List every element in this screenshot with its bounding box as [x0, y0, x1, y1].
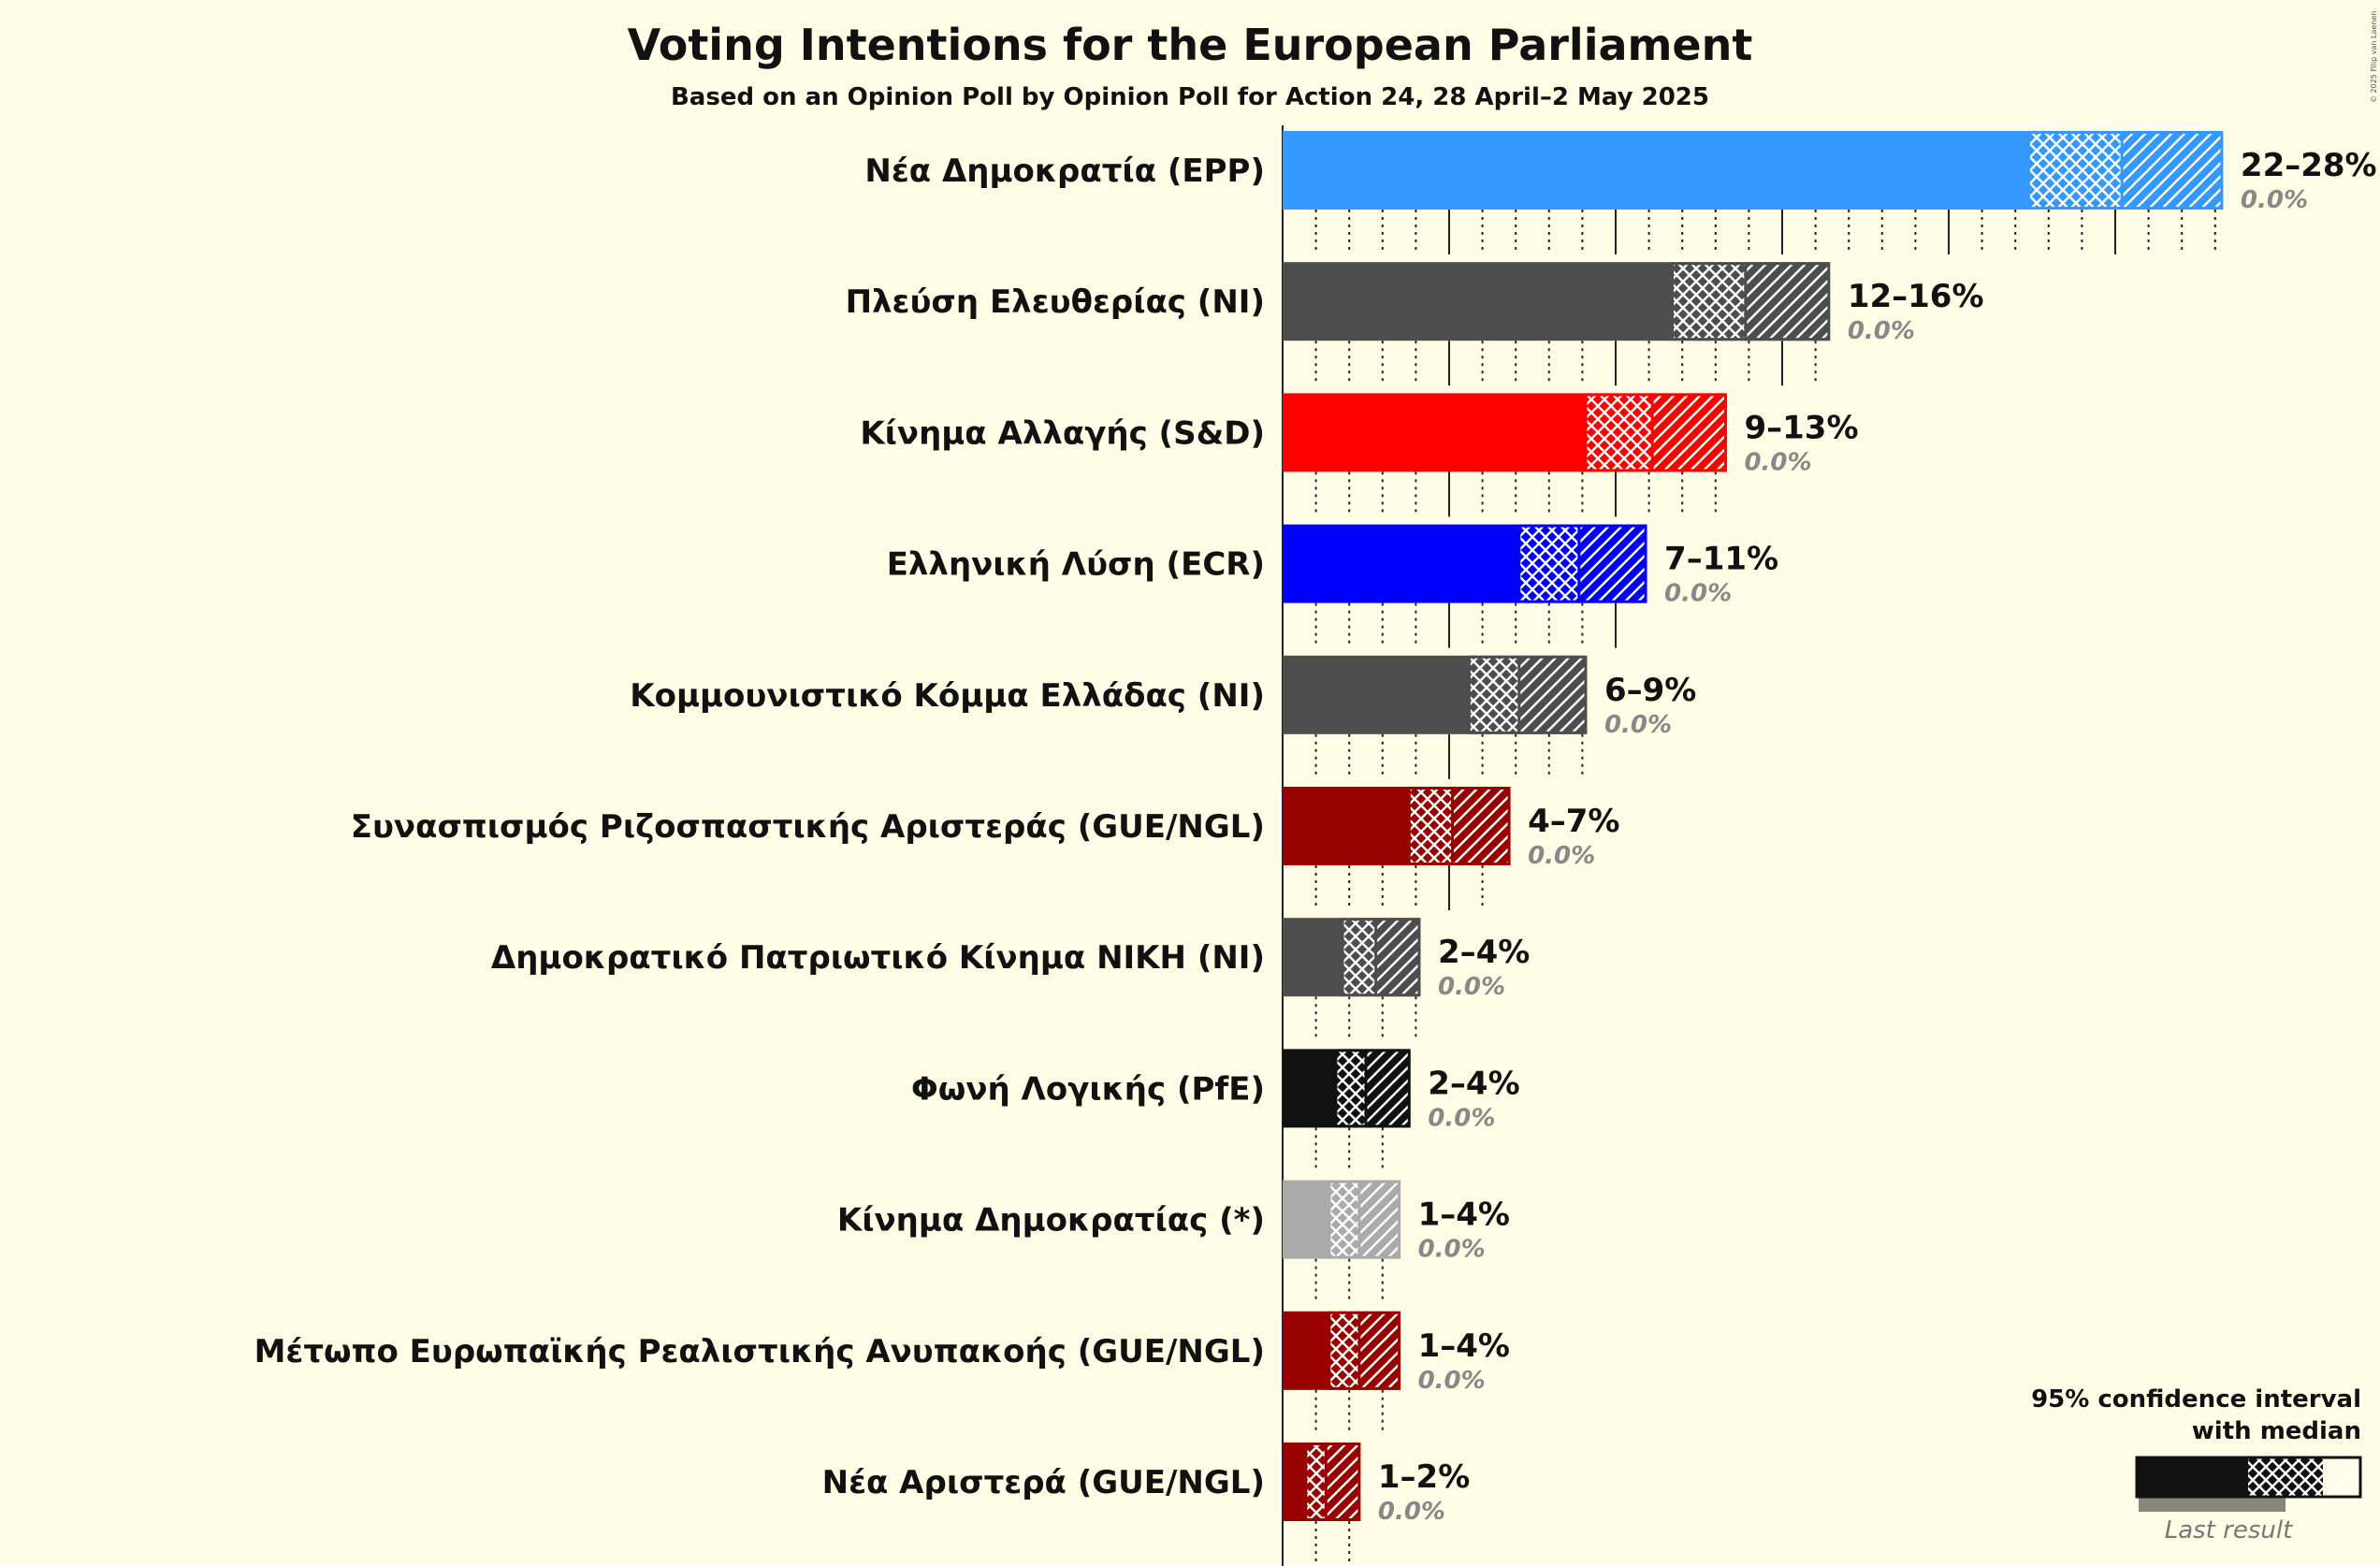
last-result-label: 0.0%: [1418, 1367, 1486, 1395]
bar-median-hatch: [1342, 918, 1376, 997]
bar-upper-hatch: [1358, 1311, 1400, 1390]
bar-median-hatch: [1672, 262, 1746, 341]
bar-upper-hatch: [1452, 787, 1510, 865]
bar-upper-hatch: [1652, 393, 1726, 472]
bars: [1283, 131, 2224, 1521]
ci-outline: [1328, 1311, 1401, 1390]
bar-solid: [1283, 918, 1343, 997]
range-label: 22–28%: [2241, 147, 2377, 184]
ci-outline: [1334, 1049, 1411, 1128]
legend-line1: 95% confidence interval: [2031, 1385, 2361, 1414]
legend-line2: with median: [2192, 1417, 2361, 1445]
ci-outline: [1328, 1180, 1401, 1259]
range-label: 2–4%: [1438, 934, 1530, 971]
bar-upper-hatch: [1375, 918, 1419, 997]
ci-outline: [1467, 655, 1588, 734]
bar-solid: [1283, 524, 1519, 603]
range-label: 4–7%: [1528, 803, 1619, 840]
bar-median-hatch: [2028, 131, 2123, 210]
range-label: 2–4%: [1428, 1065, 1519, 1102]
bar-median-hatch: [1518, 524, 1579, 603]
last-result-label: 0.0%: [1604, 711, 1672, 739]
party-label: Φωνή Λογικής (PfE): [911, 1070, 1265, 1108]
labels: Νέα Δημοκρατία (EPP) 22–28%0.0%Πλεύση Ελε…: [254, 147, 2377, 1526]
bar-solid: [1283, 1180, 1329, 1259]
party-label: Δημοκρατικό Πατριωτικό Κίνημα ΝΙΚΗ (NI): [491, 939, 1265, 977]
legend-solid-segment: [2137, 1457, 2248, 1497]
bar-upper-hatch: [2122, 131, 2222, 210]
bar-solid: [1283, 131, 2029, 210]
ci-outline: [1671, 262, 1831, 341]
ci-outline: [1304, 1443, 1361, 1521]
party-label: Πλεύση Ελευθερίας (NI): [846, 283, 1265, 321]
bar-solid: [1283, 262, 1673, 341]
bar-median-hatch: [1469, 655, 1519, 734]
party-label: Συνασπισμός Ριζοσπαστικής Αριστεράς (GUE…: [351, 808, 1265, 846]
bar-median-hatch: [1585, 393, 1653, 472]
bar-solid: [1283, 393, 1586, 472]
bar-solid: [1283, 787, 1410, 865]
bar-upper-hatch: [1518, 655, 1586, 734]
bar-upper-hatch: [1358, 1180, 1400, 1259]
range-label: 7–11%: [1664, 541, 1778, 578]
bar-median-hatch: [1328, 1180, 1359, 1259]
range-label: 6–9%: [1604, 672, 1696, 709]
party-label: Κίνημα Δημοκρατίας (*): [837, 1202, 1265, 1240]
party-label: Κομμουνιστικό Κόμμα Ελλάδας (NI): [630, 677, 1265, 715]
bar-median-hatch: [1409, 787, 1453, 865]
last-result-label: 0.0%: [1848, 317, 1915, 345]
ci-outline: [1341, 918, 1421, 997]
bar-upper-hatch: [1578, 524, 1647, 603]
party-label: Ελληνική Λύση (ECR): [887, 546, 1265, 584]
ci-outline: [1517, 524, 1647, 603]
range-label: 9–13%: [1744, 409, 1858, 446]
ci-outline: [2026, 131, 2224, 210]
last-result-label: 0.0%: [1528, 842, 1595, 870]
bar-median-hatch: [1335, 1049, 1366, 1128]
bar-solid: [1283, 1311, 1329, 1390]
bar-median-hatch: [1328, 1311, 1359, 1390]
legend-hatch-segment: [2323, 1457, 2360, 1497]
range-label: 1–4%: [1418, 1196, 1510, 1234]
bar-upper-hatch: [1366, 1049, 1410, 1128]
range-label: 12–16%: [1848, 278, 1984, 315]
legend: 95% confidence interval with median Last…: [2031, 1385, 2362, 1544]
party-label: Κίνημα Αλλαγής (S&D): [860, 414, 1265, 452]
bar-solid: [1283, 655, 1470, 734]
ci-outline: [1407, 787, 1511, 865]
party-label: Μέτωπο Ευρωπαϊκής Ρεαλιστικής Ανυπακοής …: [254, 1333, 1265, 1370]
copyright: © 2025 Filip van Laenen: [2370, 11, 2378, 103]
party-label: Νέα Αριστερά (GUE/NGL): [822, 1464, 1265, 1501]
bar-median-hatch: [1305, 1443, 1327, 1521]
ci-outline: [1584, 393, 1727, 472]
last-result-label: 0.0%: [1378, 1498, 1445, 1526]
legend-last-result: Last result: [2165, 1516, 2293, 1544]
last-result-label: 0.0%: [1664, 580, 1732, 608]
chart-title: Voting Intentions for the European Parli…: [628, 20, 1753, 70]
bar-solid: [1283, 1443, 1306, 1521]
last-result-label: 0.0%: [1438, 973, 1505, 1001]
chart-subtitle: Based on an Opinion Poll by Opinion Poll…: [671, 83, 1709, 111]
range-label: 1–2%: [1378, 1458, 1470, 1496]
bar-upper-hatch: [1326, 1443, 1359, 1521]
last-result-label: 0.0%: [1418, 1236, 1486, 1264]
party-label: Νέα Δημοκρατία (EPP): [864, 152, 1265, 190]
bar-upper-hatch: [1745, 262, 1829, 341]
range-label: 1–4%: [1418, 1327, 1510, 1365]
last-result-label: 0.0%: [1744, 448, 1811, 476]
bar-solid: [1283, 1049, 1336, 1128]
last-result-label: 0.0%: [1428, 1104, 1495, 1132]
last-result-label: 0.0%: [2241, 186, 2308, 214]
legend-crosshatch-overlay: [2248, 1457, 2323, 1497]
legend-border: [2135, 1456, 2362, 1499]
